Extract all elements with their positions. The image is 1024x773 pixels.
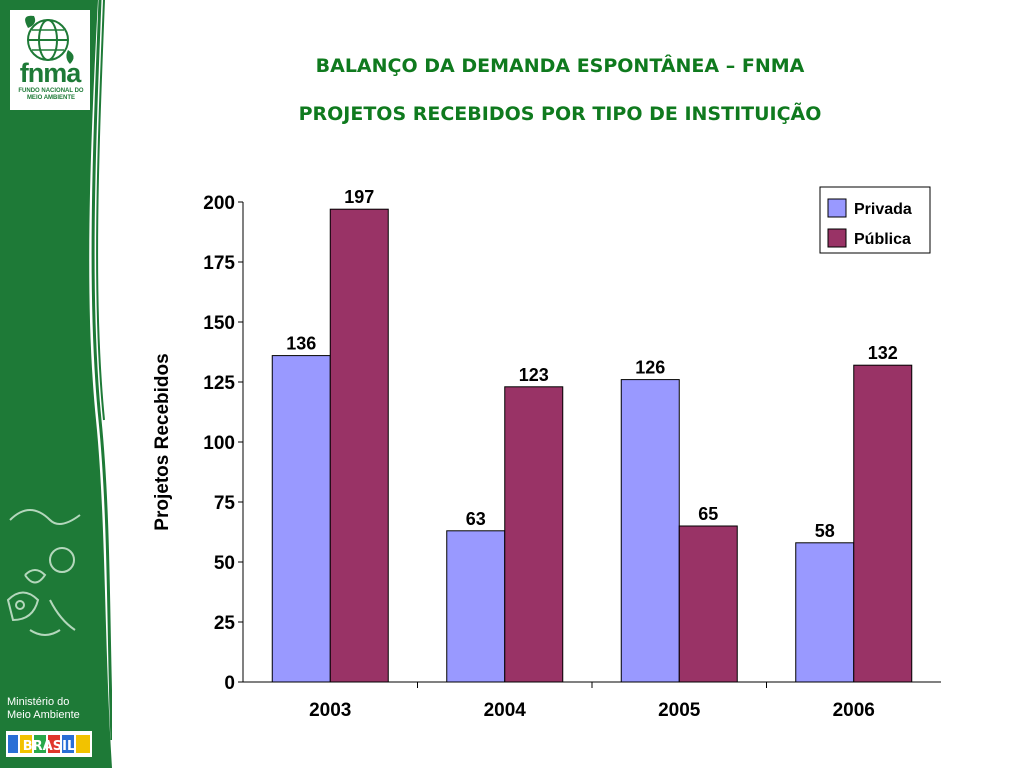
data-label: 126 [635, 358, 665, 378]
data-label: 58 [815, 521, 835, 541]
globe-icon [25, 15, 74, 64]
bar-chart: 0 25 50 75 100 125 150 175 200 Projetos Recebidos… [152, 186, 941, 721]
legend-label: Privada [854, 201, 912, 218]
data-label: 65 [698, 504, 718, 524]
data-label: 197 [344, 187, 374, 207]
fnma-logo [10, 10, 90, 110]
page-title-line2: PROJETOS RECEBIDOS POR TIPO DE INSTITUIÇ… [298, 103, 822, 125]
data-label: 123 [519, 365, 549, 385]
bar-privada-2005 [620, 379, 680, 683]
y-tick-label: 100 [203, 433, 235, 454]
data-label: 132 [868, 343, 898, 363]
x-tick-label: 2005 [658, 700, 701, 721]
bar-pública-2003 [329, 208, 389, 683]
brasil-text: BRASIL [23, 739, 75, 754]
logo-subtext: FUNDO NACIONAL DO MEIO AMBIENTE [18, 88, 84, 101]
y-tick-label: 0 [224, 673, 235, 694]
y-tick-label: 175 [203, 253, 235, 274]
sidebar: fnma FUNDO NACIONAL DO MEIO AMBIENTE Min… [0, 0, 114, 768]
bar-privada-2006 [795, 542, 855, 683]
bar-privada-2003 [271, 355, 331, 683]
y-tick-label: 25 [214, 613, 236, 634]
decorative-drawing-icon [6, 509, 81, 636]
legend-swatch [827, 228, 847, 248]
legend-label: Pública [854, 231, 911, 248]
legend [819, 186, 931, 254]
bar-pública-2006 [853, 364, 913, 683]
data-label: 63 [466, 509, 486, 529]
ministry-text: Ministério do Meio Ambiente [7, 696, 80, 721]
y-axis-label: Projetos Recebidos [152, 353, 173, 530]
bar-pública-2005 [678, 525, 738, 683]
legend-swatch [827, 198, 847, 218]
x-tick-label: 2004 [484, 700, 527, 721]
page-title-line1: BALANÇO DA DEMANDA ESPONTÂNEA – FNMA [315, 55, 805, 77]
logo-text: fnma [19, 58, 82, 88]
y-tick-label: 75 [214, 493, 236, 514]
x-tick-label: 2003 [309, 700, 351, 721]
x-tick-label: 2006 [833, 700, 875, 721]
y-tick-label: 150 [203, 313, 235, 334]
y-tick-label: 200 [203, 193, 235, 214]
y-tick-label: 50 [214, 553, 235, 574]
y-tick-label: 125 [203, 373, 235, 394]
data-label: 136 [286, 334, 316, 354]
bar-pública-2004 [504, 386, 564, 683]
sidebar-background [0, 0, 114, 768]
brasil-logo: BRASIL [6, 731, 92, 764]
bar-privada-2004 [446, 530, 506, 683]
